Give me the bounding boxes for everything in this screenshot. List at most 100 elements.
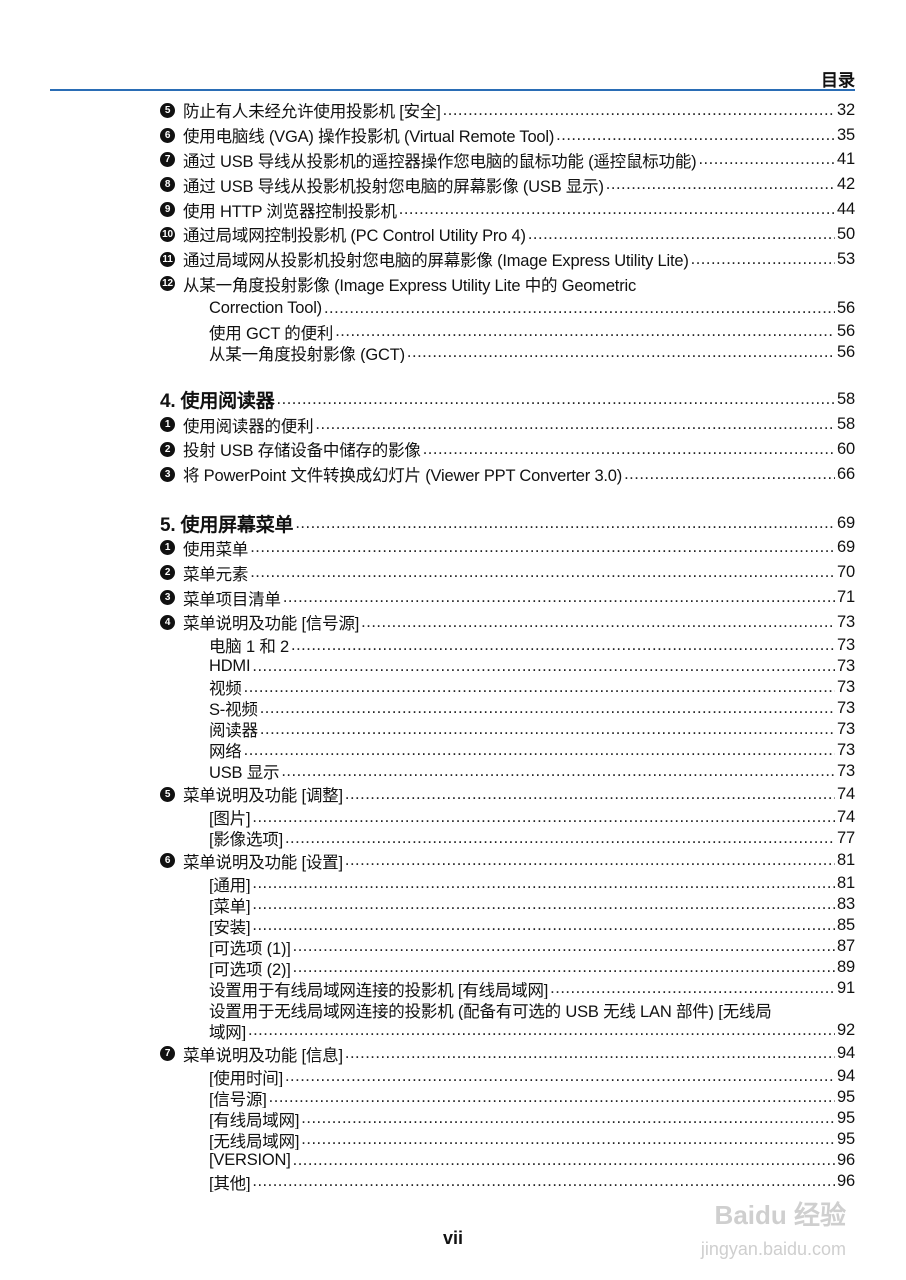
dot-leader: [252, 895, 835, 914]
toc-entry[interactable]: [安装] 85: [160, 915, 855, 936]
dot-leader: [252, 808, 835, 827]
toc-entry[interactable]: 电脑 1 和 2 73: [160, 635, 855, 656]
numbered-bullet-icon: 2: [160, 565, 175, 581]
toc-entry-label: 通过局域网控制投影机 (PC Control Utility Pro 4): [183, 227, 526, 246]
dot-leader: [407, 343, 835, 362]
toc-entry[interactable]: 设置用于有线局域网连接的投影机 [有线局域网] 91: [160, 978, 855, 999]
toc-entry-label: 使用电脑线 (VGA) 操作投影机 (Virtual Remote Tool): [183, 128, 555, 147]
dot-leader: [556, 126, 835, 145]
toc-entry[interactable]: 6 菜单说明及功能 [设置] 81: [160, 849, 855, 874]
dot-leader: [260, 720, 835, 739]
toc-entry[interactable]: [有线局域网] 95: [160, 1108, 855, 1129]
toc-entry[interactable]: 域网] 92: [160, 1020, 855, 1041]
toc-entry[interactable]: [使用时间] 94: [160, 1066, 855, 1087]
toc-entry[interactable]: USB 显示 73: [160, 761, 855, 782]
toc-entry[interactable]: 2 投射 USB 存储设备中储存的影像 60: [160, 437, 855, 462]
toc-entry[interactable]: 3 菜单项目清单 71: [160, 585, 855, 610]
toc-entry[interactable]: 12 从某一角度投射影像 (Image Express Utility Lite …: [160, 272, 855, 297]
toc-page-number: 41: [837, 150, 855, 169]
toc-entry[interactable]: [VERSION] 96: [160, 1150, 855, 1171]
toc-entry[interactable]: [可选项 (2)] 89: [160, 957, 855, 978]
toc-page-number: 44: [837, 200, 855, 219]
dot-leader: [252, 657, 835, 676]
toc-entry[interactable]: 7 菜单说明及功能 [信息] 94: [160, 1041, 855, 1066]
toc-entry-label: 菜单项目清单: [183, 590, 281, 609]
toc-entry-label: [信号源]: [209, 1090, 267, 1109]
toc-entry-label: 网络: [209, 743, 242, 761]
numbered-bullet-icon: 5: [160, 102, 175, 118]
toc-entry[interactable]: 10 通过局域网控制投影机 (PC Control Utility Pro 4) 5…: [160, 222, 855, 247]
toc-entry[interactable]: HDMI 73: [160, 656, 855, 677]
numbered-bullet-icon: 2: [160, 441, 175, 457]
toc-entry[interactable]: 11 通过局域网从投影机投射您电脑的屏幕影像 (Image Express Uti…: [160, 247, 855, 272]
toc-entry[interactable]: 8 通过 USB 导线从投影机投射您电脑的屏幕影像 (USB 显示) 42: [160, 172, 855, 197]
dot-leader: [528, 225, 835, 244]
dot-leader: [361, 613, 835, 632]
dot-leader: [285, 1067, 835, 1086]
toc-entry-label: [通用]: [209, 876, 251, 895]
toc-entry[interactable]: 4 菜单说明及功能 [信号源] 73: [160, 610, 855, 635]
toc-entry[interactable]: 2 菜单元素 70: [160, 560, 855, 585]
dot-leader: [244, 678, 835, 697]
toc-page-number: 73: [837, 719, 855, 738]
toc-entry-label: 4. 使用阅读器: [160, 391, 275, 413]
dot-leader: [281, 762, 835, 781]
toc-entry-label: HDMI: [209, 656, 251, 675]
toc-section[interactable]: 4. 使用阅读器 58: [160, 387, 855, 412]
toc-page-number: 50: [837, 224, 855, 243]
dot-leader: [295, 514, 835, 533]
toc-entry[interactable]: 视频 73: [160, 677, 855, 698]
toc-entry[interactable]: [信号源] 95: [160, 1087, 855, 1108]
toc-entry[interactable]: 5 菜单说明及功能 [调整] 74: [160, 782, 855, 807]
dot-leader: [244, 741, 835, 760]
toc-page-number: 94: [837, 1044, 855, 1063]
toc-page-number: 77: [837, 828, 855, 847]
toc-section[interactable]: 5. 使用屏幕菜单 69: [160, 511, 855, 536]
toc-page-number: 96: [837, 1151, 855, 1170]
numbered-bullet-icon: 1: [160, 417, 175, 433]
toc-entry[interactable]: 1 使用阅读器的便利 58: [160, 412, 855, 437]
toc-entry[interactable]: 7 通过 USB 导线从投影机的遥控器操作您电脑的鼠标功能 (遥控鼠标功能) 41: [160, 148, 855, 173]
numbered-bullet-icon: 8: [160, 177, 175, 193]
toc-entry[interactable]: 网络 73: [160, 740, 855, 761]
toc-entry[interactable]: [可选项 (1)] 87: [160, 936, 855, 957]
toc-entry[interactable]: [菜单] 83: [160, 894, 855, 915]
toc-page-number: 56: [837, 343, 855, 362]
toc-entry[interactable]: 9 使用 HTTP 浏览器控制投影机 44: [160, 197, 855, 222]
dot-leader: [250, 563, 835, 582]
toc-entry-label: 使用菜单: [183, 540, 249, 559]
toc-entry[interactable]: [通用] 81: [160, 873, 855, 894]
toc-page-number: 66: [837, 464, 855, 483]
dot-leader: [345, 1044, 835, 1063]
numbered-bullet-icon: 5: [160, 786, 175, 802]
toc-entry[interactable]: 使用 GCT 的便利 56: [160, 321, 855, 342]
toc-entry[interactable]: 5 防止有人未经允许使用投影机 [安全] 32: [160, 98, 855, 123]
dot-leader: [293, 958, 835, 977]
toc-entry[interactable]: 设置用于无线局域网连接的投影机 (配备有可选的 USB 无线 LAN 部件) […: [160, 999, 855, 1021]
toc-page-number: 89: [837, 958, 855, 977]
toc-entry[interactable]: 1 使用菜单 69: [160, 536, 855, 561]
toc-page-number: 95: [837, 1109, 855, 1128]
dot-leader: [698, 150, 835, 169]
toc-entry[interactable]: 阅读器 73: [160, 719, 855, 740]
toc-entry-label: 通过 USB 导线从投影机投射您电脑的屏幕影像 (USB 显示): [183, 177, 604, 196]
toc-page-number: 74: [837, 807, 855, 826]
toc-entry[interactable]: [图片] 74: [160, 807, 855, 828]
toc-page-number: 95: [837, 1088, 855, 1107]
dot-leader: [269, 1088, 835, 1107]
dot-leader: [301, 1130, 835, 1149]
toc-entry-label: 设置用于有线局域网连接的投影机 [有线局域网]: [209, 981, 549, 1000]
toc-entry[interactable]: [无线局域网] 95: [160, 1129, 855, 1150]
toc-entry[interactable]: 从某一角度投射影像 (GCT) 56: [160, 342, 855, 363]
dot-leader: [277, 390, 836, 409]
toc-entry[interactable]: S-视频 73: [160, 698, 855, 719]
toc-entry[interactable]: Correction Tool) 56: [160, 296, 855, 321]
toc-entry[interactable]: 6 使用电脑线 (VGA) 操作投影机 (Virtual Remote Tool)…: [160, 123, 855, 148]
toc-entry[interactable]: 3 将 PowerPoint 文件转换成幻灯片 (Viewer PPT Conve…: [160, 462, 855, 487]
toc-entry[interactable]: [影像选项] 77: [160, 828, 855, 849]
dot-leader: [335, 322, 835, 341]
numbered-bullet-icon: 7: [160, 152, 175, 168]
toc-entry[interactable]: [其他] 96: [160, 1171, 855, 1192]
toc-page-number: 56: [837, 322, 855, 341]
